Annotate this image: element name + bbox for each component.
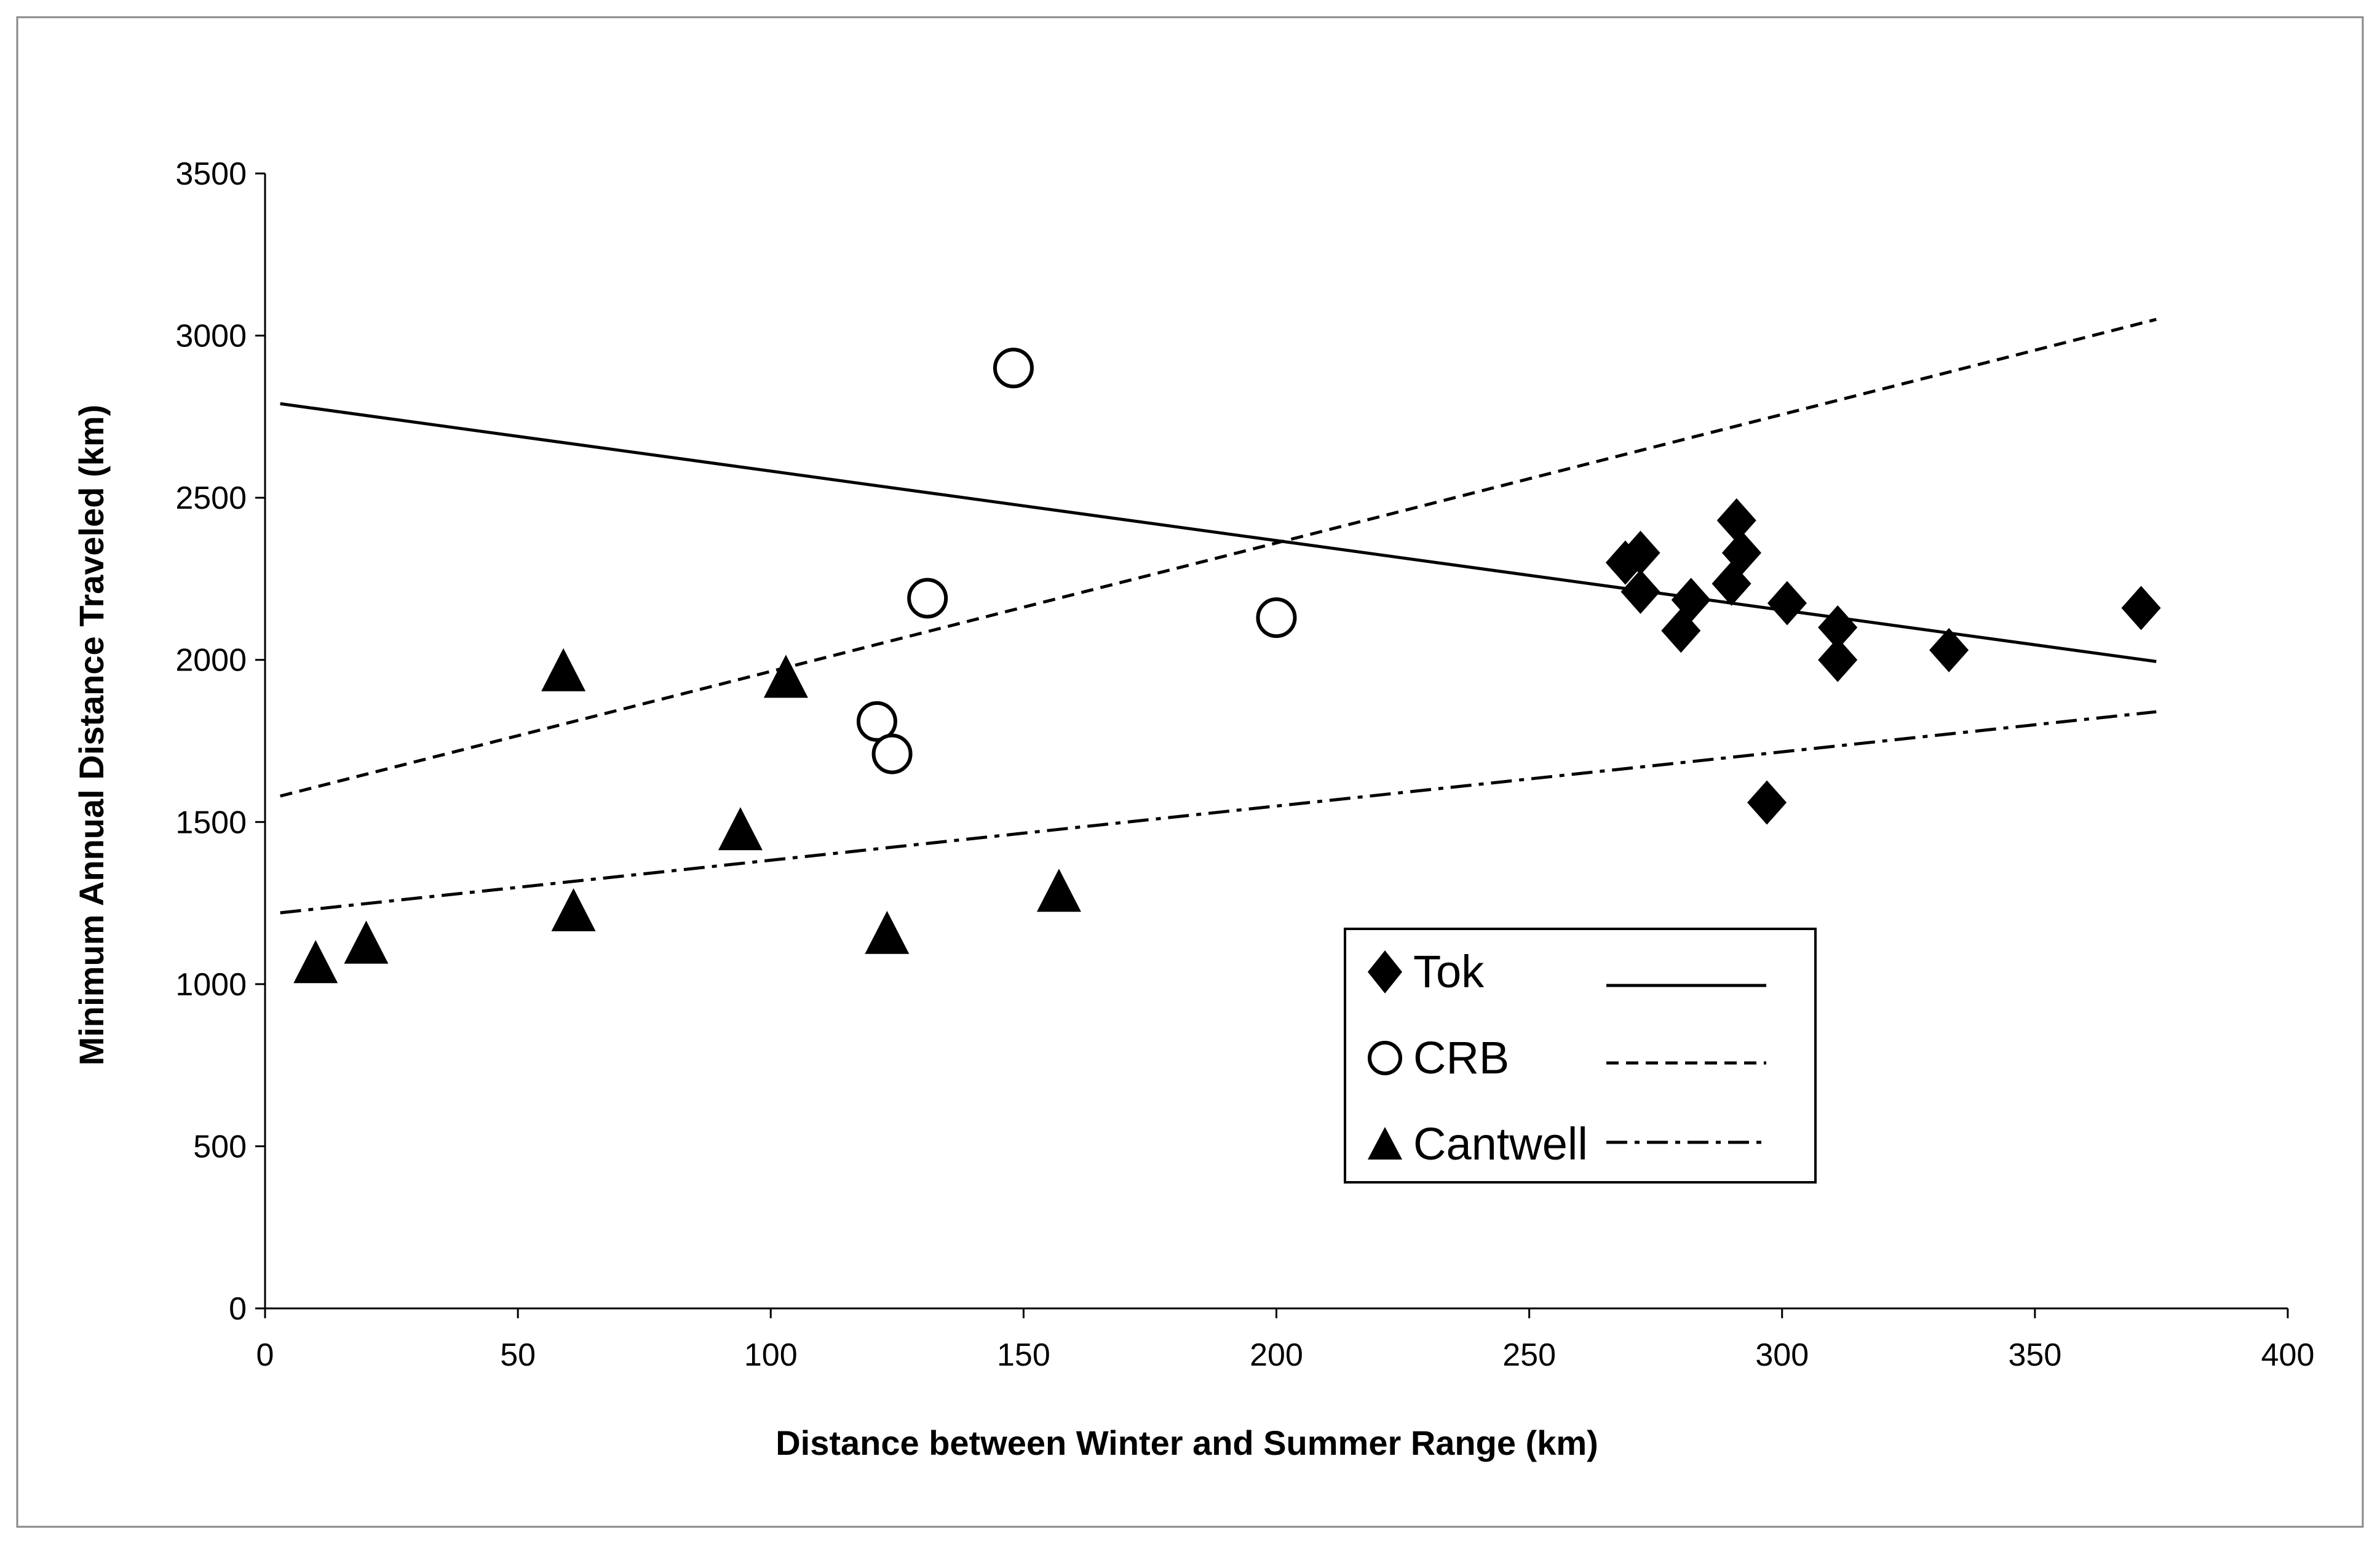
data-point-cantwell bbox=[344, 920, 389, 964]
data-point-cantwell bbox=[541, 648, 586, 691]
data-point-tok bbox=[1620, 570, 1660, 615]
y-axis: 0 500 1000 1500 2000 2500 3000 3500 bbox=[175, 156, 266, 1327]
y-axis-title: Minimum Annual Distance Traveled (km) bbox=[72, 405, 111, 1066]
x-tick-label: 150 bbox=[997, 1337, 1050, 1373]
y-tick-label: 1000 bbox=[175, 967, 247, 1003]
legend-item-cantwell: Cantwell bbox=[1368, 1118, 1766, 1169]
data-point-tok bbox=[1767, 581, 1807, 626]
y-ticks: 0 500 1000 1500 2000 2500 3000 3500 bbox=[175, 156, 265, 1327]
x-axis: 0 50 100 150 200 250 300 350 400 bbox=[256, 1307, 2315, 1373]
legend: Tok CRB Cantwell bbox=[1344, 928, 1817, 1184]
x-tick-label: 50 bbox=[500, 1337, 536, 1373]
legend-box bbox=[1344, 928, 1817, 1184]
data-point-tok bbox=[1661, 608, 1701, 653]
data-point-cantwell bbox=[293, 940, 338, 984]
data-point-crb bbox=[993, 348, 1034, 389]
data-point-tok bbox=[1929, 627, 1969, 672]
y-tick-label: 3000 bbox=[175, 319, 247, 354]
data-point-tok bbox=[1620, 530, 1660, 575]
data-point-tok bbox=[2121, 586, 2161, 631]
legend-label-cantwell: Cantwell bbox=[1413, 1118, 1588, 1169]
data-point-tok bbox=[1716, 498, 1756, 543]
data-points bbox=[293, 348, 2161, 984]
legend-item-tok: Tok bbox=[1368, 946, 1766, 997]
y-tick-label: 0 bbox=[229, 1291, 247, 1327]
y-tick-label: 500 bbox=[193, 1129, 247, 1164]
data-point-tok bbox=[1818, 605, 1858, 650]
data-point-cantwell bbox=[763, 655, 808, 698]
x-tick-label: 0 bbox=[256, 1337, 274, 1373]
data-point-tok bbox=[1818, 637, 1858, 682]
y-tick-label: 2500 bbox=[175, 480, 247, 516]
data-point-cantwell bbox=[865, 910, 910, 954]
y-tick-label: 1500 bbox=[175, 805, 247, 840]
data-point-cantwell bbox=[551, 888, 596, 931]
legend-label-tok: Tok bbox=[1413, 946, 1485, 997]
trendline-crb bbox=[280, 317, 2157, 798]
x-tick-label: 200 bbox=[1250, 1337, 1303, 1373]
x-ticks: 0 50 100 150 200 250 300 350 400 bbox=[256, 1308, 2315, 1373]
trendline-cantwell bbox=[280, 710, 2157, 915]
y-tick-label: 3500 bbox=[175, 156, 247, 192]
data-point-tok bbox=[1671, 578, 1711, 623]
legend-circle-marker bbox=[1368, 1041, 1402, 1075]
x-tick-label: 350 bbox=[2008, 1337, 2061, 1373]
chart-border bbox=[16, 16, 2364, 1528]
data-point-cantwell bbox=[1036, 869, 1081, 912]
data-point-tok bbox=[1747, 780, 1787, 825]
y-tick-label: 2000 bbox=[175, 643, 247, 678]
legend-diamond-marker bbox=[1368, 950, 1402, 993]
x-tick-label: 400 bbox=[2261, 1337, 2315, 1373]
data-point-cantwell bbox=[718, 807, 763, 851]
data-point-crb bbox=[871, 733, 913, 774]
data-point-crb bbox=[907, 578, 948, 619]
data-point-tok bbox=[1721, 530, 1761, 575]
x-tick-label: 250 bbox=[1502, 1337, 1556, 1373]
x-tick-label: 300 bbox=[1755, 1337, 1809, 1373]
x-axis-title: Distance between Winter and Summer Range… bbox=[775, 1423, 1598, 1462]
data-point-crb bbox=[1256, 597, 1297, 639]
legend-item-crb: CRB bbox=[1368, 1032, 1766, 1083]
legend-label-crb: CRB bbox=[1413, 1032, 1509, 1083]
data-point-crb bbox=[856, 701, 897, 742]
legend-triangle-marker bbox=[1368, 1127, 1402, 1160]
x-tick-label: 100 bbox=[744, 1337, 798, 1373]
